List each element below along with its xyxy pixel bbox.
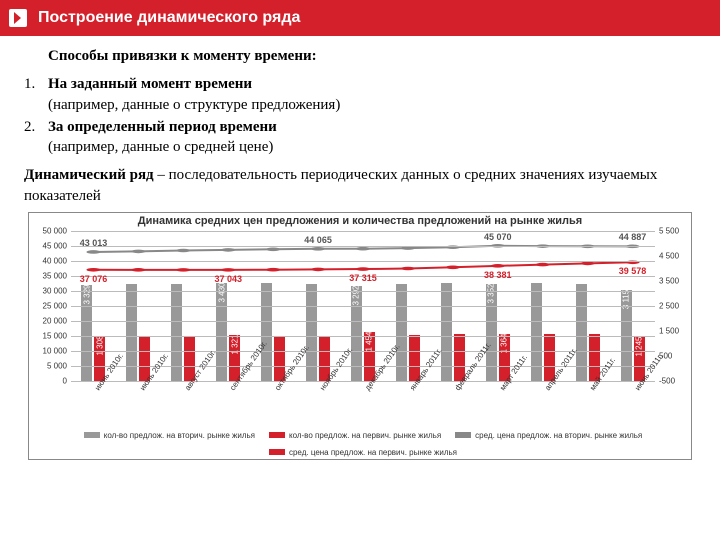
num-2: 2. (24, 117, 48, 158)
intro-line: Способы привязки к моменту времени: (48, 46, 696, 66)
header-title: Построение динамического ряда (38, 9, 300, 27)
chart: Динамика средних цен предложения и колич… (28, 212, 692, 460)
legend: кол-во предлож. на вторич. рынке жильяко… (71, 431, 655, 457)
item-1: 1. На заданный момент времени (например,… (24, 74, 696, 115)
chart-title: Динамика средних цен предложения и колич… (29, 213, 691, 229)
definition: Динамический ряд – последовательность пе… (24, 165, 696, 206)
y-axis-left: 50 00045 00040 00035 00030 00025 00020 0… (31, 231, 69, 381)
chevron-icon (8, 8, 28, 28)
item-1-bold: На заданный момент времени (48, 76, 252, 92)
num-1: 1. (24, 74, 48, 115)
def-bold: Динамический ряд (24, 167, 154, 183)
body-text: Способы привязки к моменту времени: 1. Н… (0, 36, 720, 210)
item-1-paren: (например, данные о структуре предложени… (48, 97, 340, 113)
item-2: 2. За определенный период времени (напри… (24, 117, 696, 158)
item-2-bold: За определенный период времени (48, 119, 277, 135)
x-axis: июнь 2010г.июль 2010г.август 2010г.сентя… (71, 383, 655, 431)
slide-header: Построение динамического ряда (0, 0, 720, 36)
chart-container: Динамика средних цен предложения и колич… (0, 210, 720, 460)
item-2-paren: (например, данные о средней цене) (48, 139, 273, 155)
